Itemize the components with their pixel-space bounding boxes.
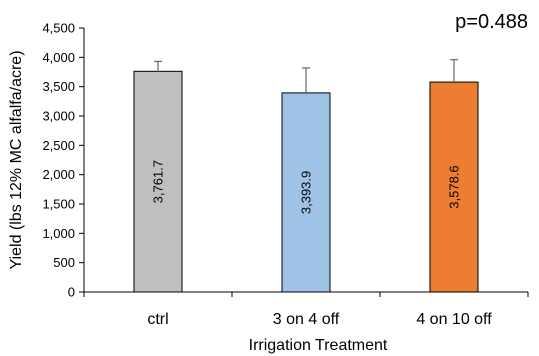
data-label: 3,578.6 — [447, 165, 462, 208]
x-tick-label: ctrl — [147, 311, 168, 328]
y-axis-ticks: 0 500 1,000 1,500 2,000 2,500 3,000 3,500 4,000 4… — [42, 21, 529, 300]
data-label: 3,393.9 — [299, 171, 314, 214]
y-tick-label: 500 — [53, 255, 75, 270]
x-tick-label: 3 on 4 off — [273, 311, 340, 328]
x-axis-tick-labels: ctrl 3 on 4 off 4 on 10 off — [147, 311, 492, 328]
y-tick-label: 3,000 — [42, 109, 75, 124]
p-value-annotation: p=0.488 — [455, 11, 528, 33]
y-tick-label: 2,000 — [42, 167, 75, 182]
y-tick-label: 2,500 — [42, 138, 75, 153]
data-labels: 3,761.7 3,393.9 3,578.6 — [151, 160, 462, 214]
y-tick-label: 1,500 — [42, 197, 75, 212]
y-tick-label: 4,000 — [42, 50, 75, 65]
x-axis-title: Irrigation Treatment — [249, 337, 388, 354]
y-tick-label: 4,500 — [42, 21, 75, 36]
y-tick-label: 0 — [68, 285, 75, 300]
error-bars — [154, 59, 458, 93]
bar — [429, 81, 479, 293]
data-label: 3,761.7 — [151, 160, 166, 203]
y-axis-title: Yield (lbs 12% MC alfalfa/acre) — [8, 50, 25, 269]
y-tick-label: 3,500 — [42, 79, 75, 94]
x-tick-label: 4 on 10 off — [416, 311, 492, 328]
y-tick-label: 1,000 — [42, 226, 75, 241]
